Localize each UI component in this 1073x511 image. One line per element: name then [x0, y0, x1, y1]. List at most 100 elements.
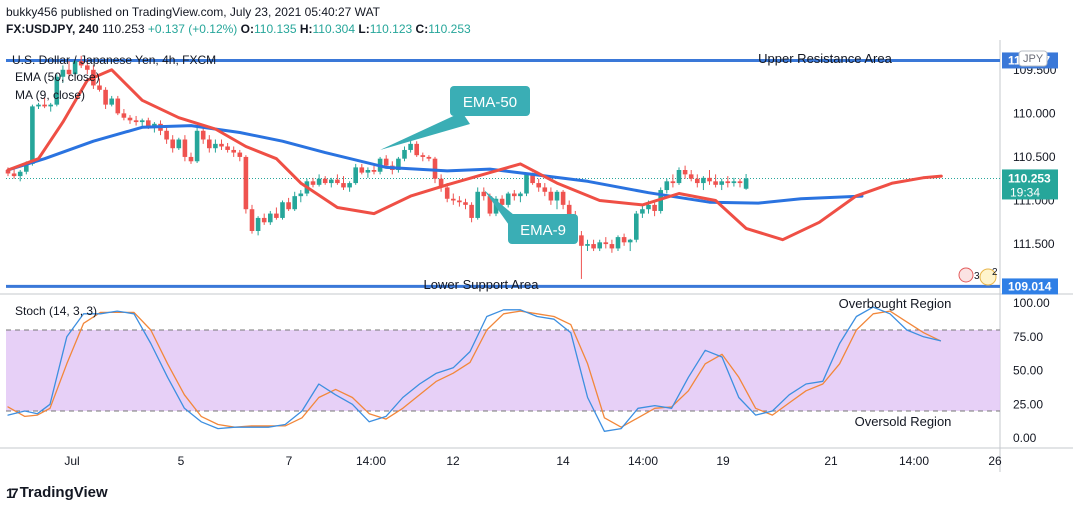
candle-body	[286, 202, 291, 210]
candle-body	[359, 167, 365, 173]
stoch-k-line	[7, 306, 942, 432]
candle-body	[603, 242, 609, 245]
candle-body	[682, 170, 688, 175]
candle-body	[121, 113, 127, 118]
support-price-badge: 109.014	[1008, 279, 1052, 293]
candle-body	[383, 158, 389, 166]
tradingview-wordmark: TradingView	[19, 484, 108, 501]
candle-body	[530, 174, 535, 184]
time-tick: 14:00	[628, 454, 658, 468]
candle-body	[268, 213, 273, 223]
tradingview-logo[interactable]: 17 TradingView	[6, 484, 108, 501]
candle-body	[207, 139, 212, 149]
candle-body	[481, 191, 487, 197]
candle-body	[475, 191, 480, 218]
candle-body	[365, 170, 371, 173]
candle-body	[444, 187, 450, 199]
candle-body	[255, 217, 261, 231]
candle-body	[731, 181, 737, 184]
candle-body	[499, 198, 505, 205]
candle-body	[219, 143, 224, 147]
candle-body	[469, 204, 474, 218]
stoch-tick: 0.00	[1013, 431, 1037, 445]
candle-body	[176, 139, 182, 149]
candle-body	[225, 146, 230, 150]
open-label: O:	[240, 22, 254, 36]
symbol: FX:USDJPY, 240	[6, 22, 99, 36]
events-count-b: 2	[992, 267, 998, 278]
stoch-d-line	[7, 310, 942, 428]
candle-body	[487, 196, 493, 214]
candle-body	[329, 179, 334, 184]
time-tick: Jul	[64, 454, 79, 468]
candle-body	[743, 178, 749, 189]
events-flag-icon	[958, 267, 974, 283]
candle-body	[542, 187, 548, 192]
candle-body	[103, 89, 108, 105]
candle-body	[347, 183, 352, 188]
price-tick: 110.000	[1013, 106, 1056, 120]
candle-body	[737, 181, 743, 184]
candle-body	[615, 237, 621, 249]
candle-body	[536, 183, 541, 188]
ohlc-line: FX:USDJPY, 240 110.253 +0.137 (+0.12%) O…	[6, 22, 471, 36]
candle-body	[725, 181, 731, 184]
candle-body	[652, 204, 657, 211]
candle-body	[310, 181, 316, 185]
candle-body	[213, 143, 218, 149]
candle-body	[146, 120, 151, 127]
candle-body	[688, 174, 694, 179]
candle-body	[640, 209, 645, 214]
candle-body	[115, 98, 121, 114]
candle-body	[5, 170, 11, 174]
candle-body	[97, 85, 102, 90]
candle-body	[170, 139, 175, 149]
candle-body	[432, 158, 438, 179]
price-tick: 111.500	[1013, 237, 1055, 251]
candle-body	[463, 202, 468, 205]
high-value: 110.304	[312, 22, 356, 36]
candle-body	[164, 130, 169, 140]
candle-body	[36, 104, 41, 107]
candle-body	[48, 104, 53, 107]
time-tick: 7	[286, 454, 293, 468]
candle-body	[554, 191, 560, 201]
stoch-tick: 50.00	[1013, 364, 1043, 378]
support-price-badge-box	[1002, 278, 1058, 295]
candle-body	[152, 123, 157, 127]
candle-body	[237, 152, 243, 157]
candle-body	[243, 156, 249, 210]
candle-body	[560, 191, 566, 205]
candle-body	[646, 204, 651, 210]
candle-body	[408, 143, 413, 150]
candle-body	[591, 244, 596, 249]
candle-body	[200, 130, 206, 140]
stoch-tick: 100.00	[1013, 296, 1050, 310]
candle-body	[579, 235, 584, 246]
candle-body	[24, 163, 29, 172]
events-count-a: 3	[974, 271, 980, 282]
events-dividend-icon	[979, 268, 997, 286]
candle-body	[335, 179, 340, 184]
low-label: L:	[358, 22, 370, 36]
candle-body	[261, 217, 267, 223]
publisher-line: bukky456 published on TradingView.com, J…	[6, 5, 381, 19]
open-value: 110.135	[254, 22, 297, 36]
close-value: 110.253	[428, 22, 471, 36]
time-tick: 14:00	[356, 454, 386, 468]
legend-ema50: EMA (50, close)	[15, 70, 100, 84]
candle-body	[505, 193, 511, 205]
ema50-callout-label: EMA-50	[463, 94, 517, 111]
stoch-tick: 25.00	[1013, 397, 1043, 411]
candle-body	[274, 213, 279, 218]
time-tick: 14:00	[899, 454, 929, 468]
ema9-callout-box	[508, 214, 578, 244]
oversold-label: Oversold Region	[855, 414, 952, 429]
candle-body	[78, 61, 84, 66]
candle-body	[438, 178, 444, 188]
pane-title: U.S. Dollar / Japanese Yen, 4h, FXCM	[12, 53, 216, 67]
candle-body	[597, 242, 602, 249]
time-tick: 26	[988, 454, 1002, 468]
candle-body	[298, 193, 304, 197]
